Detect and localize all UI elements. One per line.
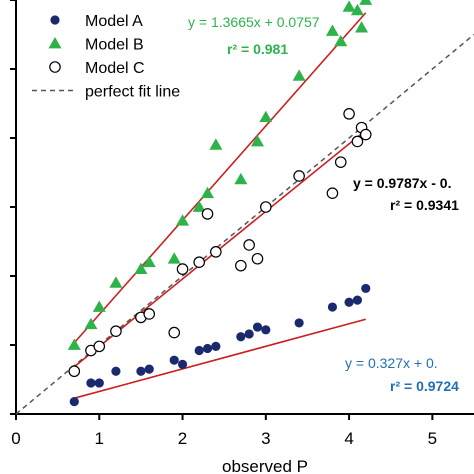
equation-b-eq: y = 1.3665x + 0.0757	[188, 14, 320, 30]
model-b-point	[176, 214, 190, 226]
x-tick-label: 2	[178, 429, 187, 448]
model-c-point	[243, 239, 255, 251]
model-a-point	[144, 364, 154, 374]
model-a-point	[136, 366, 146, 376]
model-a-point	[344, 297, 354, 307]
legend: Model A Model B Model C perfect fit line	[32, 13, 180, 101]
model-b-point	[201, 186, 215, 199]
equation-c-r2: r² = 0.9341	[390, 197, 459, 213]
model-b-point	[192, 200, 206, 212]
model-b-point	[67, 338, 81, 350]
model-c-point	[93, 340, 106, 353]
model-a-point	[211, 341, 221, 351]
model-c-point	[293, 170, 305, 182]
axes-layer: 0 1 2 3 4 5	[10, 0, 474, 448]
fit-line-model-b	[73, 12, 367, 344]
model-b-point	[209, 138, 223, 150]
legend-label-model-c: Model C	[85, 60, 145, 77]
equation-b-r2: r² = 0.981	[227, 41, 288, 57]
model-c-point	[359, 128, 372, 141]
equation-a-r2: r² = 0.9724	[390, 378, 459, 394]
model-c-point	[193, 256, 205, 268]
model-a-point	[352, 295, 363, 305]
model-b-point	[334, 34, 348, 47]
model-b-point	[109, 276, 123, 288]
model-c-point	[260, 201, 272, 213]
model-c-point	[343, 108, 355, 120]
model-b-point	[234, 172, 248, 185]
x-tick-label: 0	[11, 429, 20, 448]
model-a-point	[261, 325, 271, 335]
equation-c-eq: y = 0.9787x - 0.	[353, 175, 451, 191]
model-a-point	[244, 329, 254, 339]
model-b-point	[142, 255, 156, 268]
annotations-layer: y = 1.3665x + 0.0757 r² = 0.981 y = 0.9787…	[188, 14, 459, 394]
model-a-point	[69, 396, 79, 407]
model-c-point	[351, 135, 364, 148]
model-b-point	[355, 21, 369, 33]
model-a-point	[236, 332, 246, 342]
model-c-point	[110, 325, 122, 337]
model-b-point	[167, 252, 181, 264]
model-a-point	[252, 322, 263, 332]
model-c-point	[176, 263, 189, 275]
model-c-point	[68, 365, 81, 378]
model-c-point	[168, 326, 181, 339]
legend-label-perfect-fit-line: perfect fit line	[85, 84, 180, 101]
model-a-point	[327, 302, 338, 312]
model-c-point	[143, 308, 156, 320]
model-c-point	[210, 246, 222, 258]
points-layer	[67, 0, 373, 407]
fit-line-model-a	[74, 318, 366, 399]
model-a-point	[202, 343, 213, 354]
model-a-point	[169, 355, 179, 365]
legend-swatch-model-b	[48, 37, 62, 49]
model-a-point	[86, 378, 96, 388]
model-b-point	[84, 317, 98, 330]
legend-label-model-b: Model B	[85, 37, 144, 54]
model-b-point	[92, 300, 106, 312]
x-tick-label: 3	[261, 429, 270, 448]
legend-label-model-a: Model A	[85, 13, 143, 30]
model-a-point	[94, 378, 104, 388]
model-a-point	[177, 359, 188, 369]
model-c-point	[251, 252, 264, 265]
model-b-point	[342, 0, 356, 12]
x-axis-label: observed P	[222, 457, 308, 474]
equation-a-eq: y = 0.327x + 0.	[345, 355, 438, 371]
model-c-point	[235, 259, 247, 272]
model-b-point	[325, 24, 339, 36]
legend-swatch-model-c	[49, 61, 61, 73]
model-a-point	[111, 366, 121, 376]
model-a-point	[194, 345, 204, 356]
legend-swatch-model-a	[50, 15, 60, 25]
model-b-point	[134, 262, 148, 274]
model-b-point	[350, 3, 364, 16]
model-b-point	[292, 69, 306, 81]
model-c-point	[201, 208, 214, 220]
model-b-point	[259, 110, 273, 123]
model-c-point	[334, 156, 347, 168]
x-tick-label: 1	[95, 429, 104, 448]
x-tick-label: 4	[344, 429, 353, 448]
model-b-point	[359, 0, 373, 5]
model-b-point	[250, 134, 264, 147]
x-tick-label: 5	[428, 429, 437, 448]
model-a-point	[361, 283, 371, 294]
model-c-point	[326, 187, 339, 199]
model-a-point	[294, 318, 304, 328]
